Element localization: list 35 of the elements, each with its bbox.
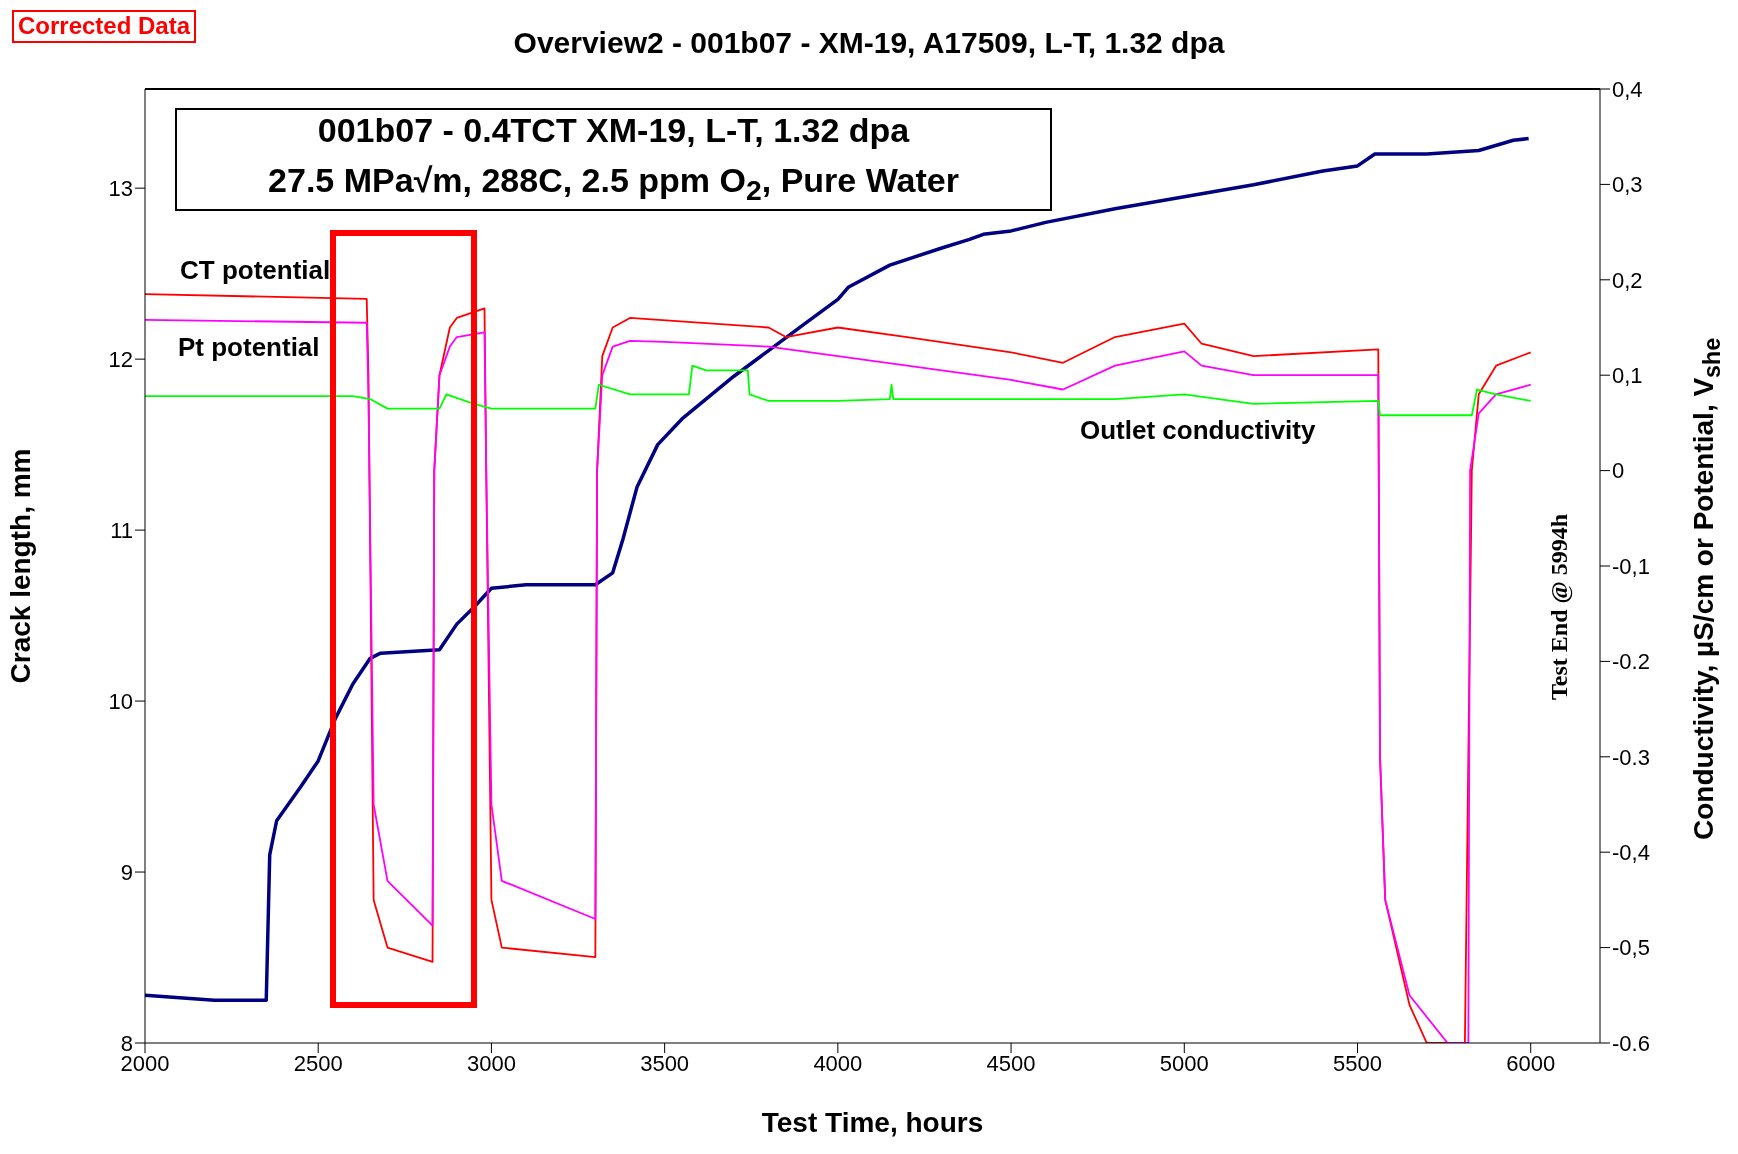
y-tick-label: 13 <box>108 175 133 201</box>
y2-tick-label: -0.6 <box>1612 1030 1650 1056</box>
y2-tick-label: 0 <box>1612 458 1625 484</box>
annotation: 001b07 - 0.4TCT XM-19, L-T, 1.32 dpa <box>316 110 911 151</box>
x-axis-title: Test Time, hours <box>761 1107 984 1138</box>
text: Corrected Data <box>12 10 197 43</box>
y2-tick-label: 0,1 <box>1612 363 1643 389</box>
chart-title: Overview2 - 001b07 - XM-19, A17509, L-T, 1.32 dpa <box>513 26 1225 59</box>
y2-tick-label: -0,5 <box>1612 935 1650 961</box>
annotation: Test End @ 5994h <box>1545 513 1574 700</box>
y2-tick-label: 0,3 <box>1612 172 1643 198</box>
series-label: Pt potential <box>178 332 320 363</box>
x-tick-label: 4000 <box>813 1050 863 1076</box>
y-tick-label: 12 <box>108 346 133 372</box>
y2-tick-label: -0.2 <box>1612 649 1650 675</box>
y-tick-label: 11 <box>110 517 133 543</box>
x-tick-label: 6000 <box>1506 1050 1556 1076</box>
x-tick-label: 5500 <box>1333 1050 1382 1076</box>
y2-tick-label: 0,4 <box>1612 76 1643 102</box>
x-tick-label: 2500 <box>293 1050 343 1076</box>
annotation: 27.5 MPa√m, 288C, 2.5 ppm O$_{2}$, Pure Water <box>267 160 960 208</box>
series-label: Outlet conductivity <box>1080 415 1316 446</box>
line-series <box>145 364 1532 417</box>
y-axis-title: Crack length, mm <box>4 448 36 684</box>
x-tick-label: 5000 <box>1159 1050 1209 1076</box>
x-tick-label: 3500 <box>640 1050 690 1076</box>
series-label: CT potential <box>180 255 331 286</box>
y2-tick-label: -0,1 <box>1612 553 1650 579</box>
y2-tick-label: -0.3 <box>1612 744 1650 770</box>
y2-tick-label: -0,4 <box>1612 840 1650 866</box>
x-tick-label: 4500 <box>986 1050 1036 1076</box>
y-tick-label: 9 <box>120 859 133 885</box>
y-tick-label: 10 <box>108 688 133 714</box>
y2-tick-label: 0,2 <box>1612 267 1643 293</box>
x-tick-label: 3000 <box>466 1050 516 1076</box>
